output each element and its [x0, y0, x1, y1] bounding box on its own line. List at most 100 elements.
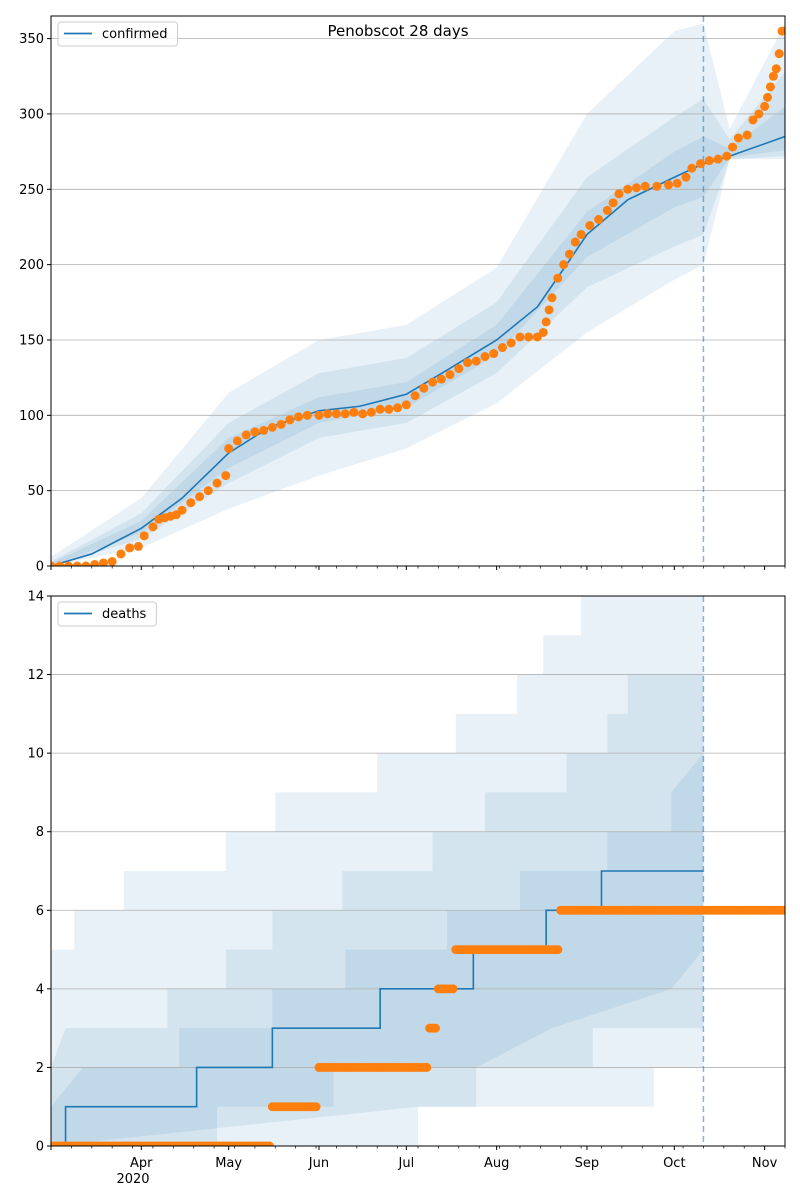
observed-point — [264, 1141, 274, 1146]
x-tick-label: Jul — [398, 1156, 415, 1171]
observed-point — [241, 430, 251, 440]
y-tick-label: 150 — [19, 333, 44, 348]
observed-point — [672, 178, 682, 188]
observed-point — [780, 905, 785, 915]
observed-point — [763, 92, 773, 102]
median-line — [51, 135, 785, 566]
legend-box — [57, 21, 179, 47]
observed-point — [480, 352, 490, 362]
observed-point — [401, 400, 411, 410]
observed-point — [733, 133, 743, 143]
observed-point — [375, 404, 385, 414]
deaths-observed-points — [51, 905, 785, 1146]
observed-point — [713, 154, 723, 164]
observed-point — [90, 559, 100, 566]
x-tick-label: Oct — [663, 1156, 685, 1171]
observed-point — [524, 332, 534, 342]
deaths-panel: 0 2 4 6 8 10 12 14 Apr May Jun Jul Aug Sep Oct Nov 202… — [27, 590, 786, 1187]
observed-point — [340, 409, 350, 419]
observed-point — [116, 549, 126, 559]
observed-point — [366, 407, 376, 417]
observed-point — [294, 412, 304, 422]
observed-point — [553, 273, 563, 283]
observed-point — [81, 561, 91, 566]
y-tick-label: 100 — [19, 409, 44, 424]
deaths-y-axis: 0 2 4 6 8 10 12 14 — [27, 590, 51, 1155]
observed-point — [489, 349, 499, 359]
observed-point — [323, 409, 333, 419]
observed-point — [547, 293, 557, 303]
chart-title: Penobscot 28 days — [327, 22, 468, 40]
observed-point — [774, 49, 784, 59]
observed-point — [125, 543, 135, 553]
observed-point — [681, 172, 691, 182]
observed-point — [349, 407, 359, 417]
observed-point — [358, 409, 368, 419]
observed-point — [259, 425, 269, 435]
observed-point — [768, 71, 778, 81]
observed-point — [454, 364, 464, 374]
observed-point — [302, 410, 312, 420]
observed-point — [559, 260, 569, 270]
observed-point — [742, 130, 752, 140]
x-tick-label: Nov — [752, 1156, 778, 1171]
y-tick-label: 2 — [36, 1061, 44, 1076]
observed-point — [696, 159, 706, 169]
observed-point — [614, 189, 624, 199]
confirmed-legend: confirmed — [57, 21, 179, 47]
confirmed-observed-points — [51, 26, 785, 566]
x-tick-label: Apr — [130, 1156, 153, 1171]
observed-point — [133, 541, 143, 551]
observed-point — [195, 492, 205, 502]
observed-point — [585, 220, 595, 230]
observed-point — [594, 214, 604, 224]
observed-point — [576, 229, 586, 239]
observed-point — [687, 163, 697, 173]
observed-point — [314, 410, 324, 420]
y-tick-label: 0 — [36, 1140, 44, 1155]
confirmed-y-axis: 0 50 100 150 200 250 300 350 — [19, 32, 51, 575]
observed-point — [765, 82, 775, 92]
observed-point — [285, 415, 295, 425]
y-tick-label: 300 — [19, 107, 44, 122]
observed-point — [777, 26, 785, 36]
observed-point — [221, 471, 231, 481]
y-tick-label: 10 — [27, 747, 44, 762]
y-tick-label: 0 — [36, 560, 44, 575]
y-tick-label: 50 — [27, 484, 44, 499]
confirmed-median-line — [51, 135, 785, 566]
y-tick-label: 4 — [36, 982, 44, 997]
observed-point — [107, 556, 117, 566]
observed-point — [754, 109, 764, 119]
x-tick-label: Jun — [308, 1156, 329, 1171]
uncertainty-band-1 — [51, 596, 704, 1146]
observed-point — [760, 101, 770, 111]
observed-point — [704, 156, 714, 166]
observed-point — [419, 383, 429, 393]
observed-point — [139, 531, 149, 541]
observed-point — [608, 198, 618, 208]
observed-point — [541, 317, 551, 327]
observed-point — [384, 404, 394, 414]
y-tick-label: 250 — [19, 183, 44, 198]
observed-point — [570, 237, 580, 247]
observed-point — [250, 427, 260, 437]
observed-point — [728, 142, 738, 152]
observed-point — [410, 391, 420, 401]
observed-point — [148, 522, 158, 532]
observed-point — [177, 505, 187, 515]
observed-point — [51, 561, 56, 566]
observed-point — [445, 370, 455, 380]
y-tick-label: 12 — [27, 668, 44, 683]
observed-point — [72, 561, 82, 566]
observed-point — [311, 1102, 321, 1112]
observed-point — [55, 561, 65, 566]
observed-point — [538, 327, 548, 337]
legend-box — [57, 601, 157, 627]
observed-point — [553, 945, 563, 955]
legend-label-confirmed: confirmed — [102, 27, 168, 42]
observed-point — [515, 332, 525, 342]
observed-point — [422, 1062, 432, 1072]
